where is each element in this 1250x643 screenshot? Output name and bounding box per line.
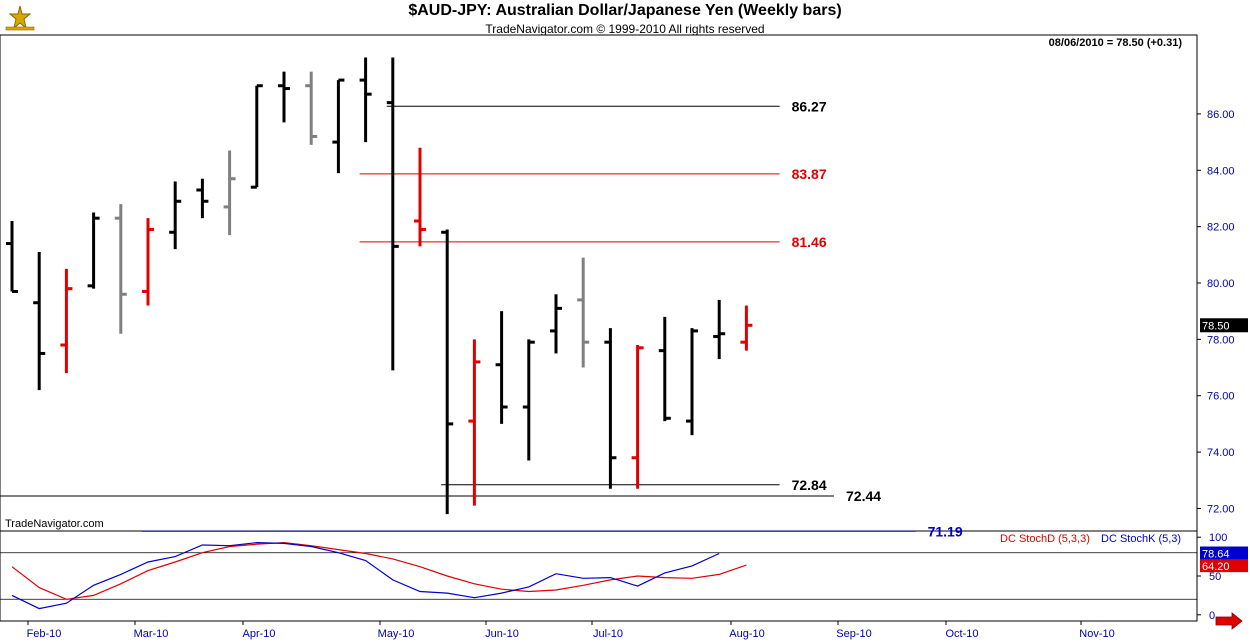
stoch-tick-label: 0: [1209, 610, 1215, 622]
stoch-legend-d: DC StochD (5,3,3): [1000, 533, 1090, 545]
ohlc-bar: [305, 71, 318, 145]
watermark: TradeNavigator.com: [5, 518, 104, 530]
time-tick-label: Sep-10: [836, 628, 871, 640]
ohlc-bar: [359, 57, 372, 143]
ohlc-bar: [223, 150, 236, 236]
level-label: 72.84: [792, 477, 827, 493]
time-tick-label: Jun-10: [485, 628, 519, 640]
stoch-axis: 0 50 100: [1197, 532, 1227, 622]
price-tick-label: 76.00: [1207, 391, 1235, 403]
stoch-tick-label: 100: [1209, 532, 1227, 544]
ohlc-bar: [713, 299, 726, 360]
scroll-right-arrow-icon[interactable]: [1215, 612, 1243, 630]
last-price-box: [1200, 318, 1248, 333]
ohlc-bar: [33, 252, 46, 391]
ohlc-bar: [740, 305, 753, 351]
price-tick-label: 72.00: [1207, 503, 1235, 515]
ohlc-bar: [577, 257, 590, 368]
ohlc-bar: [332, 78, 345, 174]
stoch-lines: [11, 541, 747, 610]
ohlc-bar: [550, 294, 562, 354]
stoch-k-last-box: [1200, 546, 1248, 560]
ohlc-bar: [414, 147, 426, 247]
time-tick-label: Aug-10: [729, 628, 764, 640]
time-axis: Feb-10 Mar-10 Apr-10 May-10 Jun-10 Jul-10 Aug-…: [27, 621, 1115, 640]
ohlc-bar: [169, 181, 182, 250]
stoch-legend: DC StochD (5,3,3) DC StochK (5,3): [1000, 533, 1181, 545]
stoch-d-last-label: 64.20: [1202, 561, 1230, 573]
price-axis: 72.00 74.00 76.00 78.00 80.00 82.00 84.00 86.00: [1197, 109, 1235, 515]
ohlc-bar: [6, 221, 18, 293]
chart-title: $AUD-JPY: Australian Dollar/Japanese Yen…: [408, 2, 842, 19]
ohlc-bar: [142, 218, 154, 306]
ohlc-bar: [495, 311, 508, 424]
level-label: 81.46: [792, 234, 827, 250]
level-label: 71.19: [928, 523, 963, 539]
level-label: 72.44: [846, 488, 881, 504]
time-tick-label: Jul-10: [593, 628, 623, 640]
price-tick-label: 78.00: [1207, 334, 1235, 346]
time-tick-label: May-10: [378, 628, 415, 640]
level-label: 83.87: [792, 166, 827, 182]
time-tick-label: Oct-10: [945, 628, 978, 640]
ohlc-bar: [250, 84, 263, 189]
ohlc-bar: [114, 204, 127, 334]
ohlc-bar: [60, 268, 73, 374]
ohlc-bar: [441, 229, 454, 515]
stoch-d-last-box: [1200, 559, 1248, 573]
ohlc-bar: [658, 316, 671, 422]
last-price-label: 78.50: [1202, 320, 1230, 332]
stoch-series-line: [11, 541, 720, 610]
stoch-series-line: [11, 541, 747, 600]
ohlc-bar: [522, 339, 535, 461]
price-tick-label: 80.00: [1207, 278, 1235, 290]
price-tick-label: 74.00: [1207, 447, 1235, 459]
time-tick-label: Feb-10: [27, 628, 62, 640]
ohlc-bar: [686, 328, 698, 436]
price-tick-label: 86.00: [1207, 109, 1235, 121]
last-quote-label: 08/06/2010 = 78.50 (+0.31): [1049, 37, 1183, 49]
price-pane: [0, 34, 1198, 532]
ohlc-bar: [386, 57, 399, 371]
ohlc-bar: [468, 339, 481, 506]
time-tick-label: Mar-10: [134, 628, 169, 640]
chart-subtitle: TradeNavigator.com © 1999-2010 All right…: [485, 22, 765, 36]
level-lines: 86.27 83.87 81.46 72.84 72.44 71.19: [0, 98, 963, 539]
price-tick-label: 82.00: [1207, 222, 1235, 234]
price-bars: [6, 57, 753, 515]
time-tick-label: Nov-10: [1079, 628, 1114, 640]
stoch-legend-k: DC StochK (5,3): [1101, 533, 1181, 545]
price-tick-label: 84.00: [1207, 165, 1235, 177]
stoch-k-last-label: 78.64: [1202, 549, 1230, 561]
ohlc-bar: [278, 71, 290, 123]
ohlc-bar: [631, 345, 644, 489]
stoch-tick-label: 50: [1209, 571, 1221, 583]
ohlc-bar: [196, 178, 209, 219]
trade-navigator-logo-icon: [5, 5, 35, 31]
ohlc-bar: [604, 328, 617, 489]
level-label: 86.27: [792, 98, 827, 114]
ohlc-bar: [87, 212, 100, 289]
last-price-marker: 78.50: [1200, 318, 1248, 333]
time-tick-label: Apr-10: [242, 628, 275, 640]
stoch-reference-lines: [0, 552, 1197, 600]
